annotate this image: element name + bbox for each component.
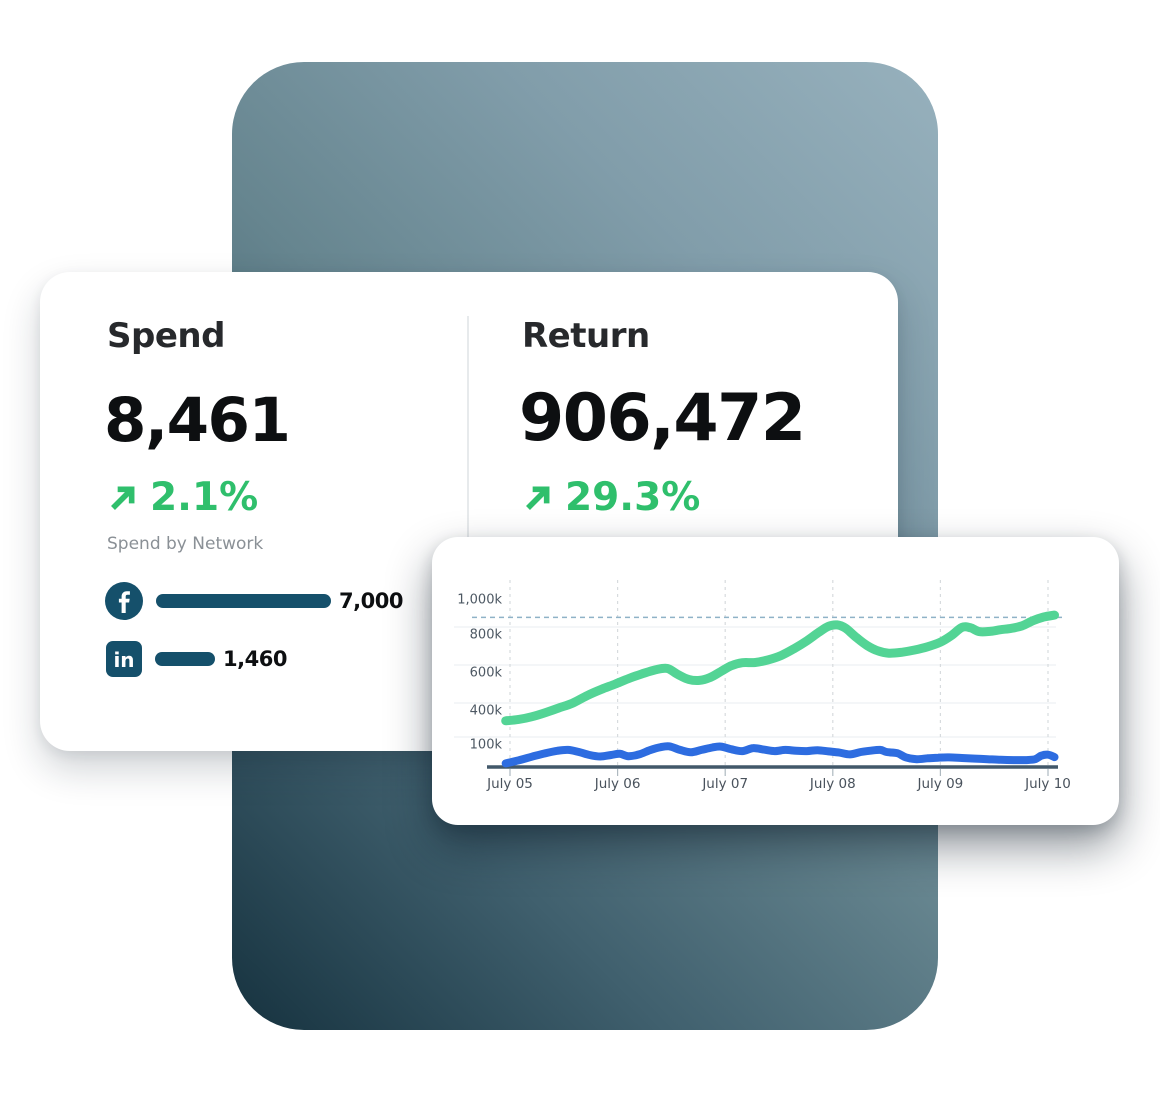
svg-text:July 09: July 09 <box>917 776 964 792</box>
svg-text:in: in <box>113 648 134 672</box>
linkedin-icon: in <box>106 641 142 677</box>
return-change-value: 29.3% <box>565 475 701 520</box>
svg-text:1,000k: 1,000k <box>457 593 502 608</box>
return-title: Return <box>522 316 650 356</box>
spend-title: Spend <box>107 316 225 356</box>
svg-text:400k: 400k <box>470 704 503 719</box>
facebook-bar <box>156 594 331 608</box>
roi-line-chart: 100k 400k 600k 800k 1,000k July 05 July 06 July… <box>454 580 1071 792</box>
facebook-row: 7,000 <box>105 582 403 620</box>
chart-card: 100k 400k 600k 800k 1,000k July 05 July 06 July… <box>432 537 1119 825</box>
spend-change: 2.1% <box>107 478 258 517</box>
stats-card: Spend 8,461 2.1% Spend by Network 7,000 … <box>40 272 898 751</box>
facebook-value: 7,000 <box>339 589 403 613</box>
svg-text:600k: 600k <box>470 666 503 681</box>
return-change: 29.3% <box>522 478 700 517</box>
spend-change-value: 2.1% <box>150 475 259 520</box>
facebook-icon <box>105 582 143 620</box>
svg-text:800k: 800k <box>470 628 503 643</box>
svg-text:July 10: July 10 <box>1024 776 1071 792</box>
linkedin-row: in 1,460 <box>106 641 287 677</box>
trend-up-icon <box>111 486 135 510</box>
spend-value: 8,461 <box>104 385 291 456</box>
linkedin-value: 1,460 <box>223 647 287 671</box>
vertical-divider <box>467 316 469 714</box>
svg-text:100k: 100k <box>470 738 503 753</box>
spend-by-network-label: Spend by Network <box>107 534 264 554</box>
svg-text:July 07: July 07 <box>701 776 748 792</box>
trend-up-icon <box>526 486 550 510</box>
svg-text:July 08: July 08 <box>809 776 856 792</box>
svg-text:July 05: July 05 <box>486 776 533 792</box>
svg-text:July 06: July 06 <box>594 776 641 792</box>
linkedin-bar <box>155 652 215 666</box>
return-value: 906,472 <box>519 381 806 456</box>
